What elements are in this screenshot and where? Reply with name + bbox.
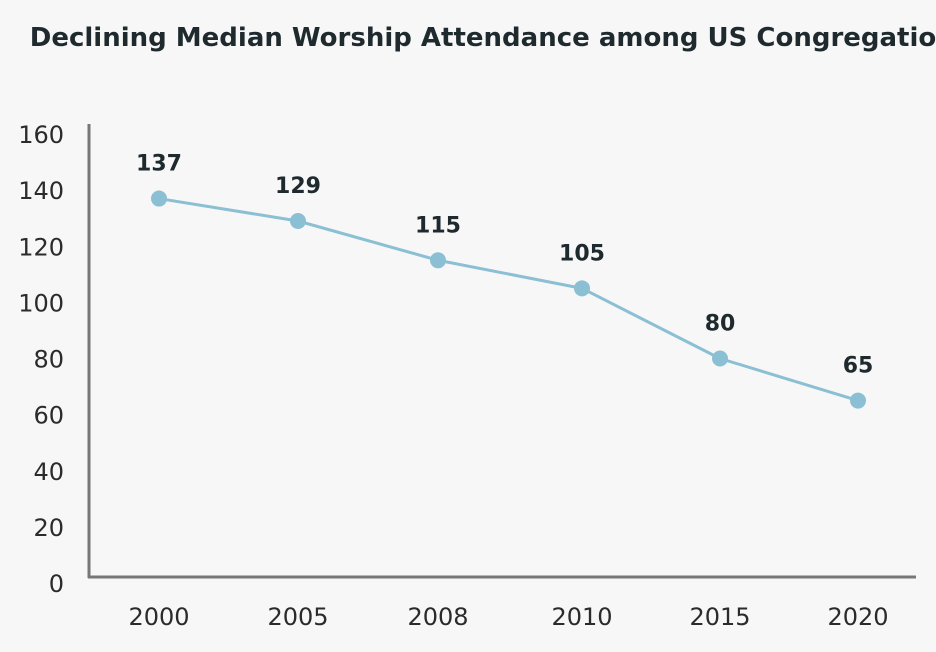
data-point [290,212,306,229]
y-tick-label: 60 [33,402,64,430]
y-tick-label: 160 [18,121,64,149]
y-tick-label: 0 [49,570,64,598]
data-labels: 137 129 115 105 80 65 [136,152,873,379]
data-label: 129 [275,174,321,199]
data-label: 137 [136,152,182,177]
data-point [151,190,167,207]
x-tick-label: 2020 [827,603,888,631]
data-label: 105 [559,241,605,266]
x-tick-label: 2000 [128,603,189,631]
x-tick-label: 2008 [407,603,468,631]
y-axis-ticks: 0 20 40 60 80 100 120 140 160 [18,121,64,598]
y-tick-label: 40 [33,458,64,486]
y-tick-label: 20 [33,514,64,542]
x-tick-label: 2005 [267,603,328,631]
data-label: 65 [843,354,874,379]
x-tick-label: 2015 [689,603,750,631]
chart-title: Declining Median Worship Attendance amon… [30,23,936,53]
y-tick-label: 80 [33,346,64,374]
x-axis-ticks: 2000 2005 2008 2010 2015 2020 [128,603,888,631]
series-line [158,197,859,403]
data-label: 115 [415,213,461,238]
data-label: 80 [705,312,736,337]
y-tick-label: 140 [18,177,64,205]
data-point [430,252,446,269]
x-tick-label: 2010 [551,603,612,631]
data-point [712,350,728,367]
y-tick-label: 120 [18,233,64,261]
data-point [574,280,590,297]
y-tick-label: 100 [18,289,64,317]
data-points [151,190,866,409]
data-point [850,392,866,409]
